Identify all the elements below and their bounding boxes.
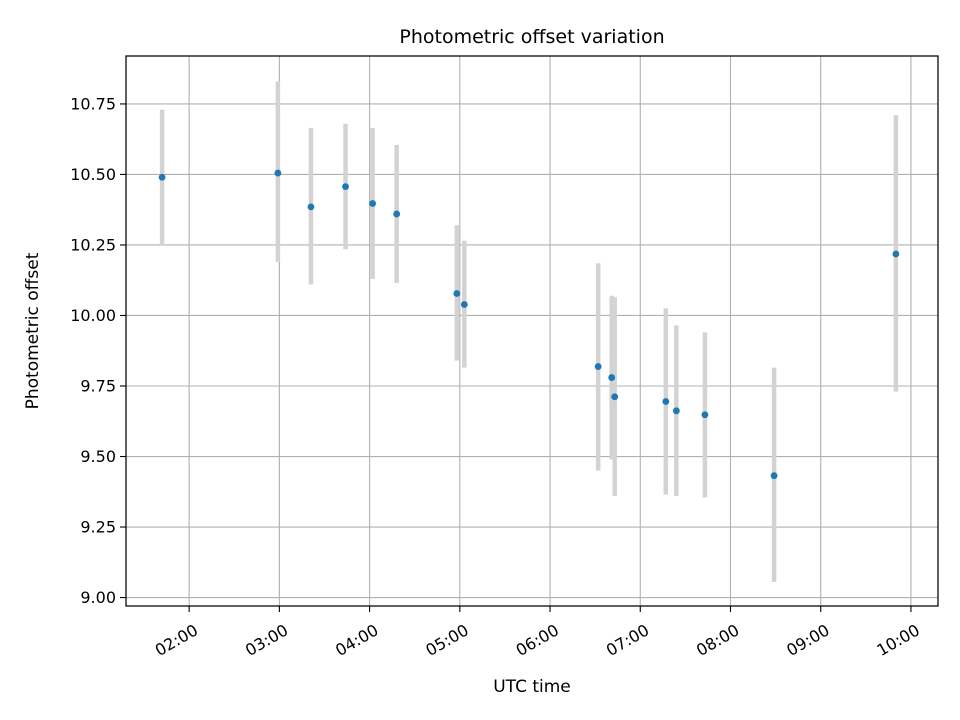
y-tick-label: 10.25 (70, 235, 116, 254)
data-point (611, 393, 619, 401)
data-point (342, 183, 349, 190)
x-axis-title: UTC time (493, 677, 571, 697)
y-tick-label: 9.25 (80, 518, 116, 537)
data-point (892, 250, 900, 258)
y-tick-label: 10.75 (70, 94, 116, 113)
data-point (608, 374, 616, 381)
data-point (307, 203, 315, 211)
y-tick-label: 10.50 (70, 165, 116, 184)
y-tick-label: 9.50 (80, 447, 116, 466)
y-tick-label: 10.00 (70, 306, 116, 325)
y-tick-label: 9.75 (80, 377, 116, 396)
data-point (594, 363, 602, 370)
data-point (393, 210, 401, 218)
data-point (672, 407, 680, 415)
data-point (158, 173, 166, 181)
data-point (701, 411, 709, 419)
y-tick-label: 9.00 (80, 588, 116, 607)
plot-area (126, 56, 938, 606)
data-point (460, 301, 468, 308)
data-points (158, 169, 900, 480)
y-axis-title: Photometric offset (23, 252, 43, 409)
data-point (662, 398, 670, 405)
data-point (770, 472, 778, 480)
grid-lines (126, 56, 938, 606)
y-axis: 9.00 9.25 9.50 9.75 10.00 10.25 10.50 10.75 (70, 94, 126, 607)
plot-frame (125, 55, 939, 607)
data-point (274, 169, 282, 177)
data-point (369, 200, 377, 207)
chart-title: Photometric offset variation (399, 26, 664, 48)
data-point (453, 290, 461, 297)
